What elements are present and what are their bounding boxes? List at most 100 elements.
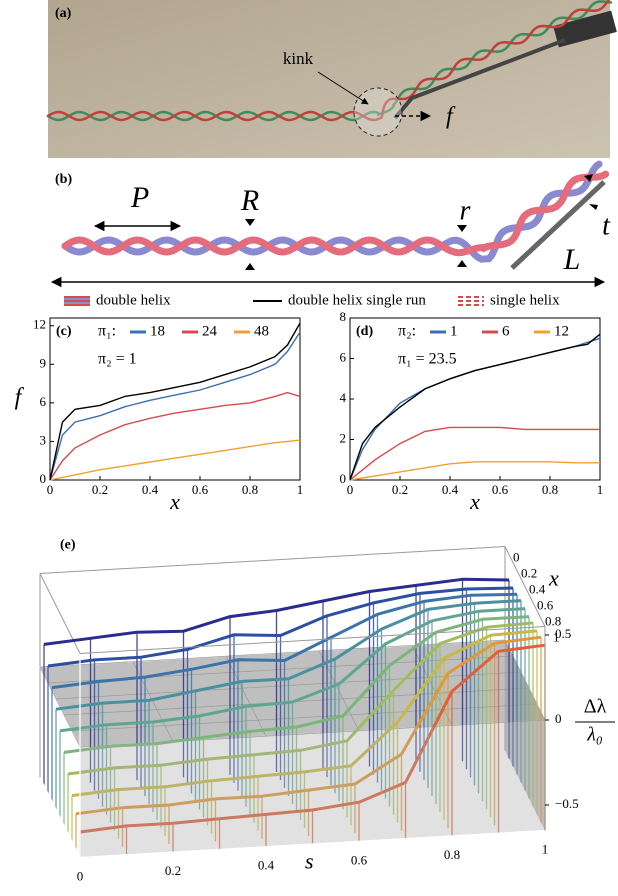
panel-label: (d)	[356, 324, 373, 339]
series-line	[49, 331, 301, 481]
legend-text: 1	[450, 323, 458, 339]
series-line	[63, 615, 530, 754]
x-tick-label: 0.6	[192, 482, 209, 497]
y-tick-label: 6	[40, 394, 47, 409]
box-edge	[39, 777, 81, 858]
z-tick-label: 0	[555, 711, 562, 726]
series-line	[49, 439, 301, 481]
s-tick-label: 1	[542, 841, 549, 856]
front-face	[80, 720, 545, 858]
pitch-label: P	[130, 181, 149, 214]
helix-strand	[46, 0, 613, 122]
helix-strand	[61, 160, 603, 263]
x-tick-label: 0.4	[529, 581, 546, 596]
z-tick-label: −0.5	[555, 796, 579, 811]
y-tick-label: 6	[340, 349, 347, 364]
y-axis-label: f	[15, 385, 25, 411]
annotation: π₁ = 23.5	[398, 351, 457, 368]
series-line	[51, 592, 518, 690]
legend: double helix double helix single run sin…	[64, 292, 560, 308]
legend-text: double helix single run	[288, 292, 426, 308]
legend-text: 6	[502, 323, 510, 339]
box-edge	[79, 829, 546, 859]
legend-title: π₁:	[98, 323, 116, 340]
legend-text: single helix	[490, 292, 560, 308]
legend-icon	[64, 298, 90, 304]
x-tick-label: 0.4	[142, 482, 159, 497]
box-edge	[79, 626, 546, 654]
force-label: f	[446, 104, 456, 130]
panel-label: (a)	[55, 6, 72, 21]
annotation: π₂ = 1	[98, 351, 137, 368]
x-tick-label: 0	[347, 482, 354, 497]
z-axis-denominator: λ₀	[586, 724, 603, 746]
box-edge	[504, 546, 546, 627]
z-tick-label: 0.5	[555, 626, 571, 641]
z-axis-label: Δλ	[584, 696, 607, 718]
s-axis-label: s	[305, 848, 314, 873]
plot-frame	[349, 317, 601, 481]
grid-line	[39, 666, 81, 748]
series-line	[47, 586, 514, 668]
s-tick-label: 0.6	[351, 852, 368, 867]
y-tick-label: 3	[40, 432, 47, 447]
plot-frame	[49, 317, 301, 481]
x-tick-label: 0.2	[392, 482, 408, 497]
x-axis-label: x	[548, 566, 559, 591]
legend-title: π₂:	[398, 323, 416, 340]
legend-text: 48	[254, 323, 269, 339]
x-tick-label: 0.2	[92, 482, 108, 497]
y-tick-label: 9	[40, 355, 47, 370]
helix-strand	[46, 0, 611, 122]
x-tick-label: 0.8	[542, 482, 558, 497]
box-edge	[39, 546, 506, 574]
grid-line	[132, 661, 174, 742]
y-tick-label: 8	[340, 309, 347, 324]
panel-label: (e)	[60, 538, 76, 553]
y-tick-label: 2	[340, 430, 347, 445]
x-axis-label: x	[169, 489, 180, 514]
legend-text: 24	[202, 323, 218, 339]
radius-label: R	[240, 184, 259, 217]
series-line	[67, 621, 534, 776]
panel-b: (b) P R r L t	[50, 160, 611, 288]
grid-line	[225, 656, 267, 737]
series-line	[349, 333, 601, 481]
x-axis-label: x	[469, 489, 480, 514]
legend-text: double helix	[96, 292, 171, 308]
hook	[393, 38, 566, 120]
y-tick-label: 12	[33, 317, 46, 332]
y-tick-label: 4	[340, 390, 347, 405]
kink-circle	[353, 87, 403, 137]
series-line	[79, 643, 546, 834]
holder-rod	[553, 10, 617, 48]
series-line	[49, 322, 301, 481]
x-tick-label: 0.6	[492, 482, 509, 497]
x-tick-label: 0.8	[242, 482, 258, 497]
s-tick-label: 0.8	[444, 847, 460, 862]
x-tick-label: 0.6	[537, 597, 554, 612]
kink-label: kink	[283, 49, 314, 68]
legend-icon	[64, 296, 90, 306]
legend-icon	[458, 296, 484, 306]
x-tick-label: 0.2	[521, 565, 537, 580]
x-tick-label: 1	[553, 629, 560, 644]
thickness-label: t	[602, 210, 611, 241]
series-line	[349, 337, 601, 481]
legend-text: 12	[554, 323, 569, 339]
s-tick-label: 0	[77, 868, 84, 883]
y-tick-label: 0	[340, 471, 347, 486]
arrowheads	[245, 174, 598, 270]
series-line	[49, 391, 301, 481]
x-tick-label: 1	[597, 482, 604, 497]
x-tick-label: 1	[297, 482, 304, 497]
s-tick-label: 0.2	[165, 863, 181, 878]
series-line	[43, 577, 510, 646]
panel-label: (b)	[55, 172, 72, 187]
helix-strand	[61, 170, 610, 257]
legend-text: 18	[150, 323, 165, 339]
panel-a: (a) kink f	[46, 0, 617, 158]
s-tick-label: 0.4	[258, 858, 275, 873]
